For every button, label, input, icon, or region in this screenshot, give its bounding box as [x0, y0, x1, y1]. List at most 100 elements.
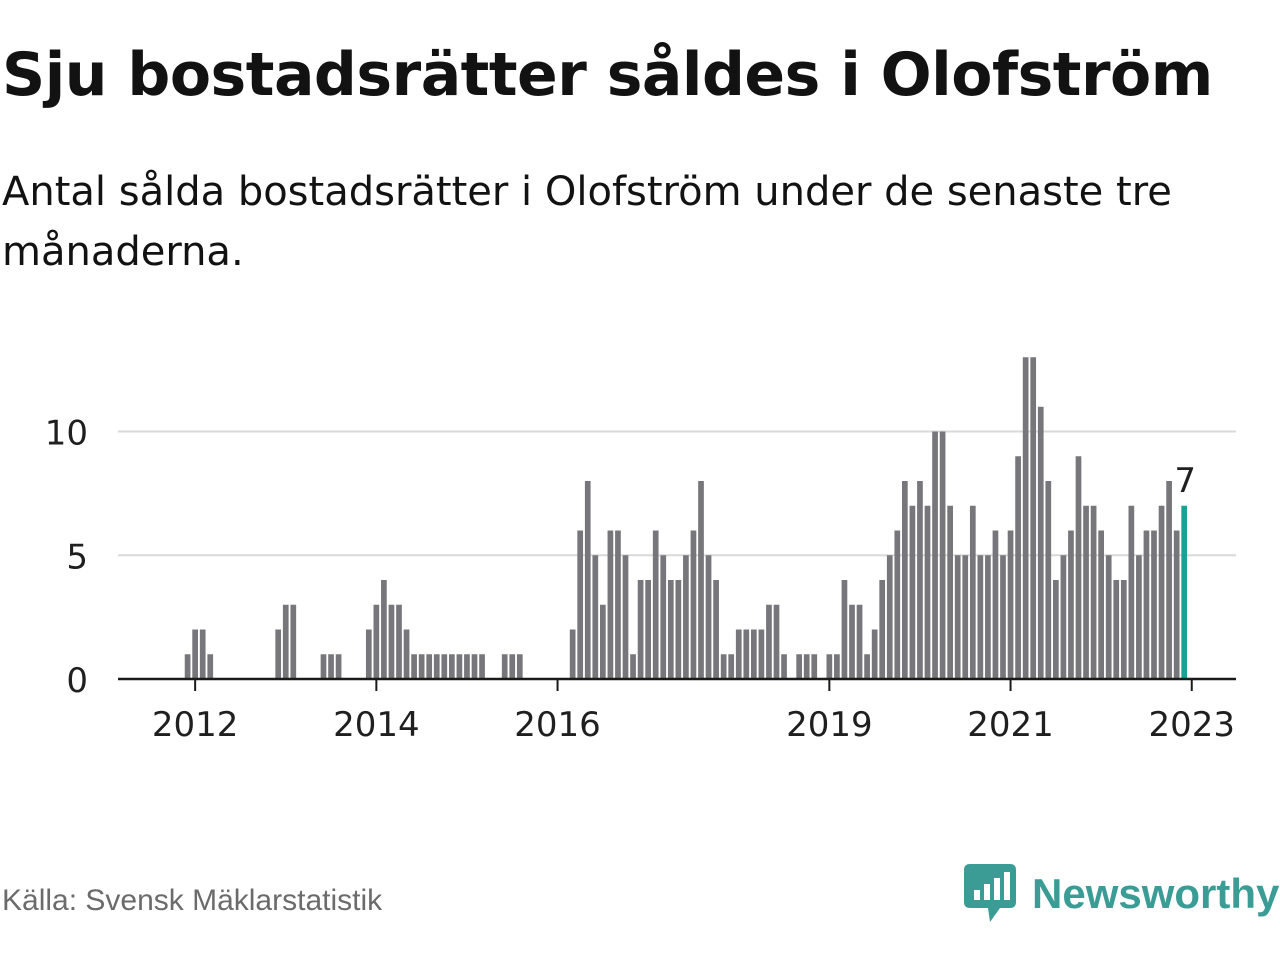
x-tick-label: 2016 — [514, 705, 601, 745]
newsworthy-brand: Newsworthy — [964, 864, 1279, 924]
bar — [441, 654, 448, 679]
bar — [199, 629, 206, 679]
bar — [1075, 456, 1082, 679]
bar — [184, 654, 191, 679]
bar — [320, 654, 327, 679]
bar — [622, 555, 629, 679]
bar — [433, 654, 440, 679]
bar — [381, 580, 387, 679]
newsworthy-logo-icon — [964, 864, 1016, 922]
bar — [773, 604, 780, 679]
bar — [516, 654, 523, 679]
bar — [660, 555, 667, 679]
bar — [282, 604, 289, 679]
bar — [713, 580, 719, 679]
bar — [645, 580, 651, 679]
bar — [683, 555, 689, 679]
bar — [871, 629, 878, 679]
bar — [751, 629, 757, 679]
bar — [909, 505, 916, 679]
bar — [449, 654, 455, 679]
bar — [290, 604, 297, 679]
bar — [924, 505, 931, 679]
bar — [856, 604, 863, 679]
chart-title: Sju bostadsrätter såldes i Olofström — [2, 40, 1213, 110]
bar — [698, 481, 704, 679]
bar — [1037, 406, 1044, 679]
bar — [947, 505, 953, 679]
x-tick-label: 2019 — [786, 705, 873, 745]
bar — [902, 481, 908, 679]
bar — [735, 629, 742, 679]
bar — [426, 654, 433, 679]
y-axis-ticks: 0 5 10 — [45, 414, 88, 702]
bar — [1045, 481, 1052, 679]
bar — [637, 580, 644, 679]
bar — [826, 654, 833, 679]
bar — [977, 555, 984, 679]
bar — [985, 555, 991, 679]
bar — [275, 629, 282, 679]
source-note: Källa: Svensk Mäklarstatistik — [2, 884, 383, 917]
bar — [667, 580, 674, 679]
brand-name: Newsworthy — [1032, 870, 1280, 917]
bar — [841, 580, 848, 679]
bar — [1068, 530, 1074, 679]
bar — [1000, 555, 1006, 679]
bar — [917, 481, 923, 679]
bar — [932, 431, 938, 679]
bar — [894, 530, 901, 679]
bar — [652, 530, 659, 679]
bar — [471, 654, 478, 679]
bar — [879, 580, 886, 679]
bar — [766, 604, 772, 679]
bar — [1060, 555, 1067, 679]
bar — [720, 654, 727, 679]
bar — [365, 629, 372, 679]
bar — [396, 604, 402, 679]
y-tick-label: 10 — [45, 414, 88, 454]
x-tick-label: 2014 — [333, 705, 420, 745]
annotations: 7 — [1174, 461, 1196, 501]
bar — [192, 629, 198, 679]
bar — [569, 629, 576, 679]
bar-chart: 0 5 10 2012 2014 2016 2019 2021 2023 7 — [45, 357, 1236, 745]
x-axis-ticks: 2012 2014 2016 2019 2021 2023 — [152, 679, 1235, 745]
highlight-bar — [1181, 505, 1188, 679]
bar — [509, 654, 516, 679]
bar — [1120, 580, 1127, 679]
bar — [690, 530, 697, 679]
bar — [834, 654, 840, 679]
bar — [418, 654, 425, 679]
bar — [584, 481, 591, 679]
bar — [962, 555, 969, 679]
bar — [803, 654, 810, 679]
bar — [207, 654, 214, 679]
y-tick-label: 5 — [66, 537, 88, 577]
bar — [728, 654, 735, 679]
bars — [184, 357, 1188, 679]
bar — [969, 505, 976, 679]
bar — [1158, 505, 1165, 679]
bar — [592, 555, 599, 679]
bar — [864, 654, 870, 679]
bar — [1030, 357, 1037, 679]
chart-subtitle: Antal sålda bostadsrätter i Olofström un… — [2, 169, 1172, 275]
bar — [849, 604, 855, 679]
bar — [1113, 580, 1120, 679]
bar — [411, 654, 417, 679]
bar — [1166, 481, 1172, 679]
bar — [456, 654, 463, 679]
bar — [600, 604, 606, 679]
bar — [1022, 357, 1029, 679]
x-tick-label: 2012 — [152, 705, 239, 745]
bar — [328, 654, 334, 679]
bar — [403, 629, 410, 679]
bar — [1151, 530, 1157, 679]
bar — [939, 431, 946, 679]
x-tick-label: 2021 — [967, 705, 1054, 745]
bar — [796, 654, 802, 679]
bar — [335, 654, 342, 679]
bar — [607, 530, 614, 679]
bar — [1083, 505, 1089, 679]
